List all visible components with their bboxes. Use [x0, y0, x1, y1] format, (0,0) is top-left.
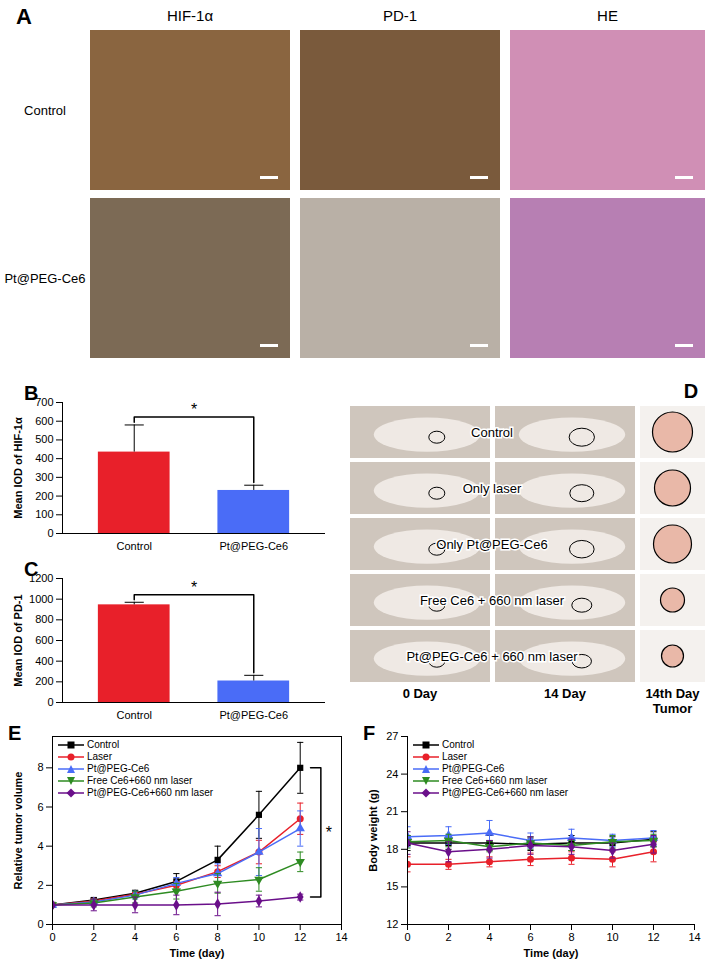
svg-text:14 Day: 14 Day [544, 686, 587, 701]
svg-text:A: A [16, 4, 32, 29]
svg-text:14: 14 [688, 931, 700, 943]
html-text:Laser: Laser [87, 751, 112, 762]
svg-text:6: 6 [173, 931, 179, 943]
svg-text:Control: Control [116, 709, 151, 721]
svg-text:Only laser: Only laser [463, 481, 522, 496]
html-text:Free Ce6+660 nm laser: Free Ce6+660 nm laser [87, 775, 193, 786]
svg-text:27: 27 [386, 730, 398, 742]
svg-text:600: 600 [35, 415, 53, 427]
svg-text:12: 12 [294, 931, 306, 943]
svg-text:800: 800 [35, 613, 53, 625]
html-text:F: F [363, 722, 376, 744]
svg-text:200: 200 [35, 490, 53, 502]
html-text:Laser: Laser [442, 751, 467, 762]
svg-text:4: 4 [37, 840, 43, 852]
svg-text:Control: Control [471, 425, 513, 440]
html-text:C: C [24, 558, 39, 580]
html-text:E: E [8, 722, 22, 744]
svg-text:200: 200 [35, 675, 53, 687]
svg-text:8: 8 [568, 931, 574, 943]
svg-text:4: 4 [132, 931, 138, 943]
svg-text:12: 12 [386, 918, 398, 930]
svg-text:400: 400 [35, 655, 53, 667]
svg-text:500: 500 [35, 433, 53, 445]
svg-text:0: 0 [49, 931, 55, 943]
svg-text:0: 0 [47, 696, 53, 708]
svg-text:2: 2 [91, 931, 97, 943]
svg-text:Free Ce6 + 660 nm laser: Free Ce6 + 660 nm laser [420, 593, 565, 608]
html-text:Free Ce6+660 nm laser: Free Ce6+660 nm laser [442, 775, 548, 786]
svg-text:*: * [191, 401, 197, 418]
svg-text:D: D [684, 380, 698, 402]
html-text:B: B [24, 382, 39, 404]
svg-text:HIF-1α: HIF-1α [167, 7, 214, 24]
svg-text:Pt@PEG-Ce6: Pt@PEG-Ce6 [219, 540, 288, 552]
svg-text:14: 14 [335, 931, 347, 943]
svg-text:10: 10 [606, 931, 618, 943]
svg-text:*: * [191, 579, 197, 596]
svg-text:100: 100 [35, 508, 53, 520]
svg-text:0: 0 [47, 527, 53, 539]
svg-text:Body weight (g): Body weight (g) [367, 789, 379, 872]
svg-text:18: 18 [386, 843, 398, 855]
svg-text:Only Pt@PEG-Ce6: Only Pt@PEG-Ce6 [436, 537, 547, 552]
svg-text:Pt@PEG-Ce6: Pt@PEG-Ce6 [4, 271, 85, 286]
svg-text:Mean IOD of PD-1: Mean IOD of PD-1 [12, 594, 24, 686]
svg-text:Control: Control [116, 540, 151, 552]
svg-text:Tumor: Tumor [653, 701, 692, 716]
svg-text:*: * [326, 824, 332, 841]
svg-text:8: 8 [37, 761, 43, 773]
svg-text:Control: Control [24, 103, 66, 118]
svg-text:Pt@PEG-Ce6: Pt@PEG-Ce6 [219, 709, 288, 721]
svg-text:10: 10 [253, 931, 265, 943]
svg-text:Time (day): Time (day) [170, 947, 225, 959]
html-text:Control: Control [442, 739, 475, 750]
svg-text:400: 400 [35, 452, 53, 464]
svg-text:2: 2 [37, 879, 43, 891]
svg-text:Mean IOD of HIF-1α: Mean IOD of HIF-1α [12, 417, 24, 519]
svg-text:Time (day): Time (day) [524, 947, 579, 959]
html-text:Control: Control [87, 739, 120, 750]
svg-text:21: 21 [386, 805, 398, 817]
svg-text:2: 2 [445, 931, 451, 943]
svg-text:4: 4 [486, 931, 492, 943]
svg-text:1000: 1000 [29, 593, 53, 605]
svg-text:PD-1: PD-1 [383, 7, 417, 24]
svg-text:700: 700 [35, 396, 54, 408]
svg-text:12: 12 [647, 931, 659, 943]
svg-text:24: 24 [386, 768, 398, 780]
svg-text:HE: HE [597, 7, 618, 24]
svg-text:8: 8 [215, 931, 221, 943]
svg-text:0 Day: 0 Day [403, 686, 438, 701]
svg-text:6: 6 [527, 931, 533, 943]
html-text:Pt@PEG-Ce6+660 nm laser: Pt@PEG-Ce6+660 nm laser [87, 787, 213, 798]
svg-text:600: 600 [35, 634, 53, 646]
svg-text:6: 6 [37, 801, 43, 813]
html-text:Pt@PEG-Ce6: Pt@PEG-Ce6 [87, 763, 150, 774]
html-text:Pt@PEG-Ce6: Pt@PEG-Ce6 [442, 763, 505, 774]
svg-text:300: 300 [35, 471, 53, 483]
svg-text:15: 15 [386, 880, 398, 892]
svg-text:Pt@PEG-Ce6 + 660 nm laser: Pt@PEG-Ce6 + 660 nm laser [406, 649, 578, 664]
html-text:Pt@PEG-Ce6+660 nm laser: Pt@PEG-Ce6+660 nm laser [442, 787, 568, 798]
svg-text:1200: 1200 [29, 572, 54, 584]
svg-text:Relative tumor volume: Relative tumor volume [12, 772, 24, 890]
svg-text:0: 0 [37, 918, 43, 930]
svg-text:0: 0 [404, 931, 410, 943]
svg-text:14th Day: 14th Day [645, 686, 700, 701]
